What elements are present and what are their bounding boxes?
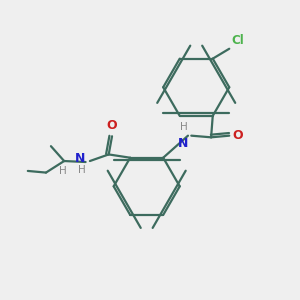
Text: H: H bbox=[78, 165, 85, 175]
Text: N: N bbox=[178, 137, 188, 150]
Text: H: H bbox=[180, 122, 188, 132]
Text: O: O bbox=[232, 129, 242, 142]
Text: Cl: Cl bbox=[231, 34, 244, 47]
Text: O: O bbox=[107, 119, 117, 132]
Text: H: H bbox=[58, 166, 66, 176]
Text: N: N bbox=[75, 152, 85, 165]
